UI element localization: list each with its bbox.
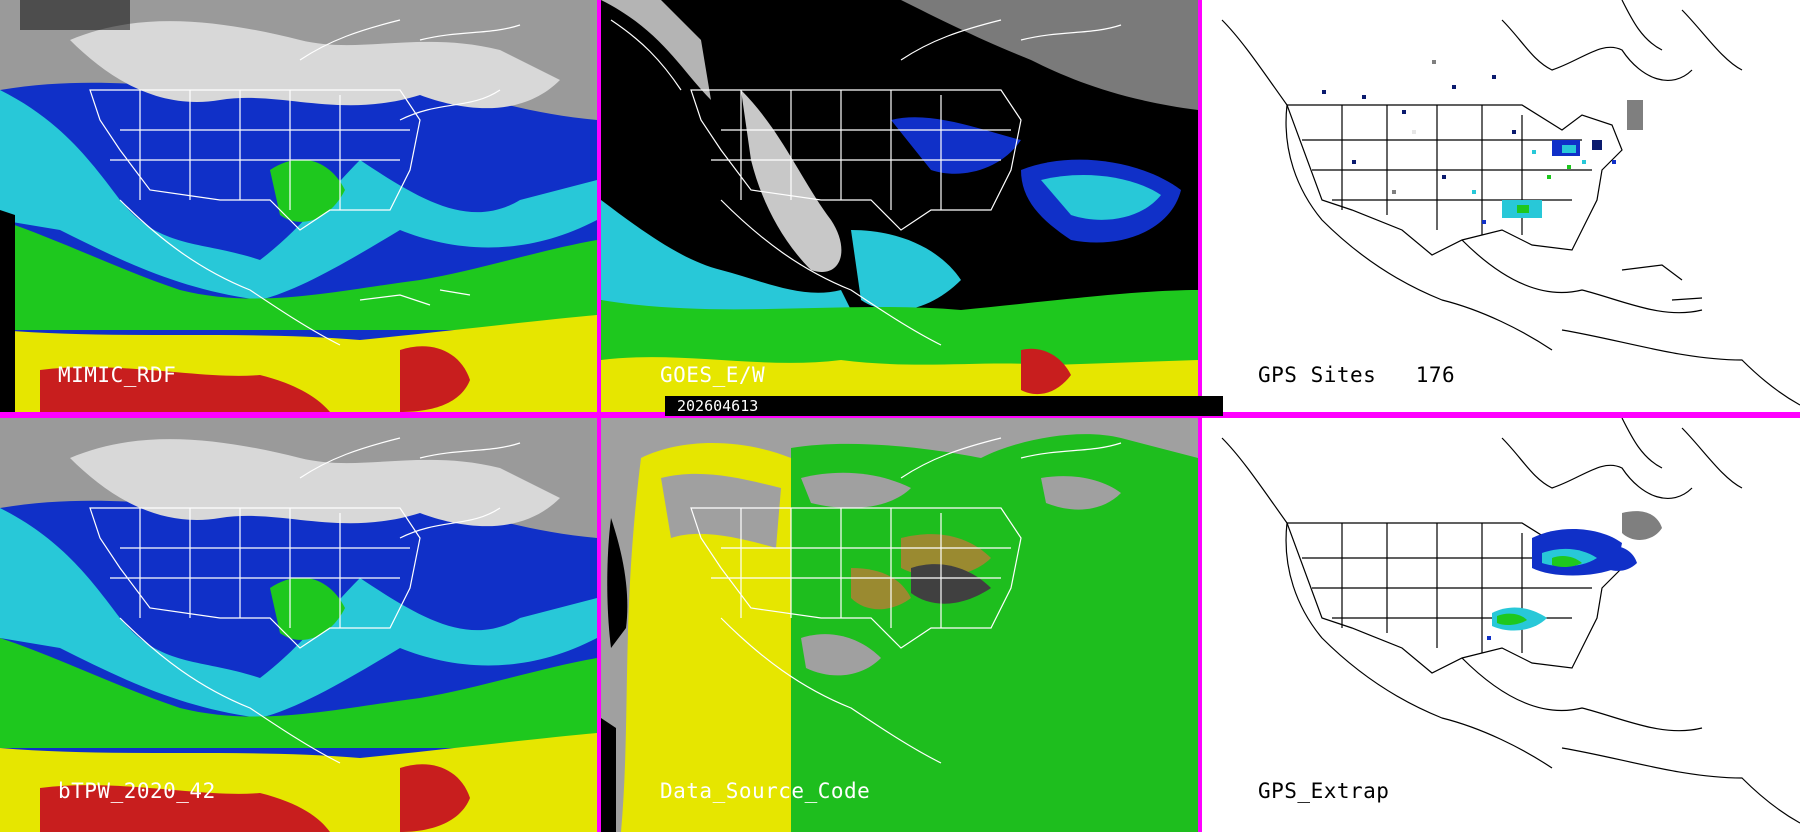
timestamp-bar: 202604613 — [665, 396, 1223, 416]
btpw-image — [0, 418, 597, 832]
btpw-label: bTPW_2020_42 — [58, 779, 216, 803]
btpw-map: bTPW_2020_42 — [0, 418, 597, 832]
mimic-rdf-image — [0, 0, 597, 412]
mimic-label: MIMIC_RDF — [58, 363, 177, 387]
gps-sites-image — [1221, 0, 1800, 406]
gps-extrap-map: GPS_Extrap — [1202, 418, 1800, 832]
goes-map: GOES_E/W — [601, 0, 1198, 412]
gps-extrap-regions — [1487, 511, 1662, 640]
timestamp-text: 202604613 — [677, 397, 759, 415]
data-source-label: Data_Source_Code — [660, 779, 871, 803]
data-source-image — [601, 418, 1198, 832]
gps-sites-map: GPS Sites 176 — [1202, 0, 1800, 412]
gps-sites-label: GPS Sites 176 — [1258, 363, 1456, 387]
goes-image — [601, 0, 1198, 412]
mimic-rdf-map: MIMIC_RDF — [0, 0, 597, 412]
gps-extrap-label: GPS_Extrap — [1258, 779, 1390, 803]
data-source-map: Data_Source_Code — [601, 418, 1198, 832]
gps-extrap-image — [1221, 418, 1800, 824]
gps-site-markers — [1322, 60, 1643, 224]
goes-label: GOES_E/W — [660, 363, 766, 387]
